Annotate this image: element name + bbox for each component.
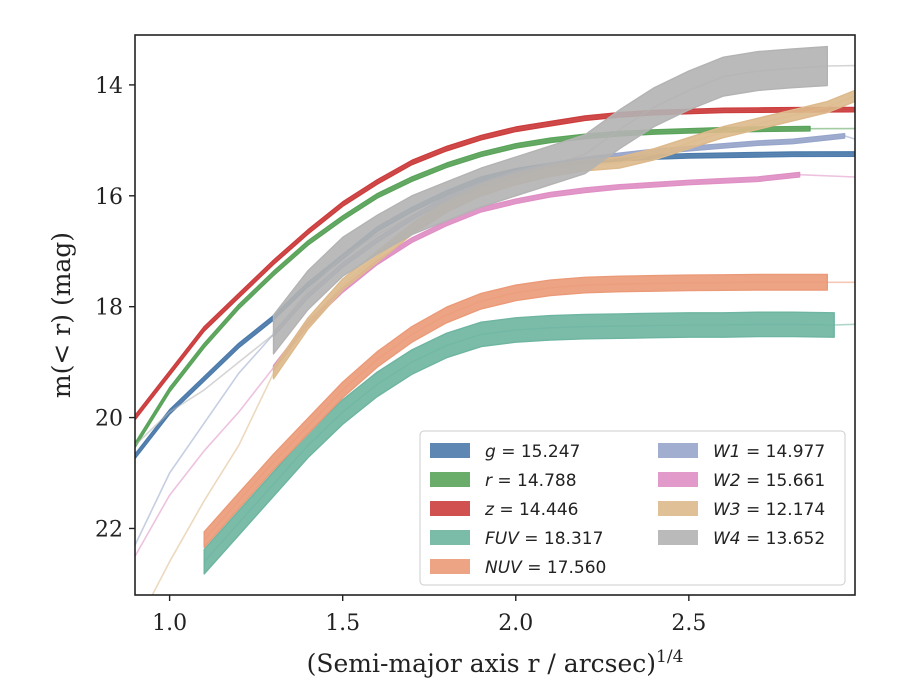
- legend-swatch-w4: [658, 530, 698, 545]
- x-axis-label-text: (Semi-major axis r / arcsec): [307, 649, 656, 678]
- legend-label-w4: W4 = 13.652: [713, 529, 825, 549]
- series-w4-band: [272, 45, 828, 355]
- series-nuv: [203, 273, 855, 548]
- legend: g = 15.247 r = 14.788 z = 14.446 FUV = 18.3…: [419, 430, 846, 586]
- series-fuv-band: [203, 311, 835, 575]
- series-z: [135, 106, 855, 421]
- ticks-layer: 1.0 1.5 2.0 2.5 14 16 18 20 22: [95, 74, 706, 636]
- legend-swatch-w3: [658, 501, 698, 516]
- legend-swatch-g: [430, 443, 470, 458]
- legend-label-nuv: NUV = 17.560: [485, 558, 606, 578]
- series-fuv: [203, 311, 855, 575]
- series-layer: [135, 45, 855, 595]
- legend-items: g = 15.247 r = 14.788 z = 14.446 FUV = 18.3…: [430, 442, 825, 578]
- legend-label-w3: W3 = 12.174: [713, 500, 825, 520]
- legend-swatch-nuv: [430, 559, 470, 574]
- legend-swatch-w2: [658, 472, 698, 487]
- legend-swatch-r: [430, 472, 470, 487]
- x-tick-label: 2.0: [498, 611, 533, 636]
- x-axis-label: (Semi-major axis r / arcsec)1/4: [307, 647, 684, 678]
- x-tick-label: 1.0: [152, 611, 187, 636]
- x-tick-label: 1.5: [325, 611, 360, 636]
- legend-label-z: z = 14.446: [484, 500, 578, 520]
- legend-label-w1: W1 = 14.977: [713, 442, 825, 462]
- x-axis-label-superscript: 1/4: [656, 647, 683, 667]
- legend-swatch-z: [430, 501, 470, 516]
- legend-swatch-w1: [658, 443, 698, 458]
- y-tick-label: 18: [95, 296, 123, 321]
- series-nuv-band: [203, 273, 828, 548]
- series-r-band: [135, 125, 811, 449]
- y-tick-label: 22: [95, 517, 123, 542]
- legend-swatch-fuv: [430, 530, 470, 545]
- legend-label-r: r = 14.788: [485, 471, 577, 491]
- x-tick-label: 2.5: [671, 611, 706, 636]
- plot-frame: [134, 34, 856, 596]
- y-axis-label: m(< r) (mag): [47, 232, 76, 398]
- y-tick-label: 20: [95, 407, 123, 432]
- legend-box: [419, 430, 846, 586]
- y-tick-label: 14: [95, 74, 123, 99]
- series-w4: [135, 45, 855, 446]
- y-tick-label: 16: [95, 185, 123, 210]
- series-z-band: [135, 106, 855, 421]
- legend-label-g: g = 15.247: [485, 442, 580, 462]
- legend-label-fuv: FUV = 18.317: [485, 529, 603, 549]
- legend-label-w2: W2 = 15.661: [713, 471, 825, 491]
